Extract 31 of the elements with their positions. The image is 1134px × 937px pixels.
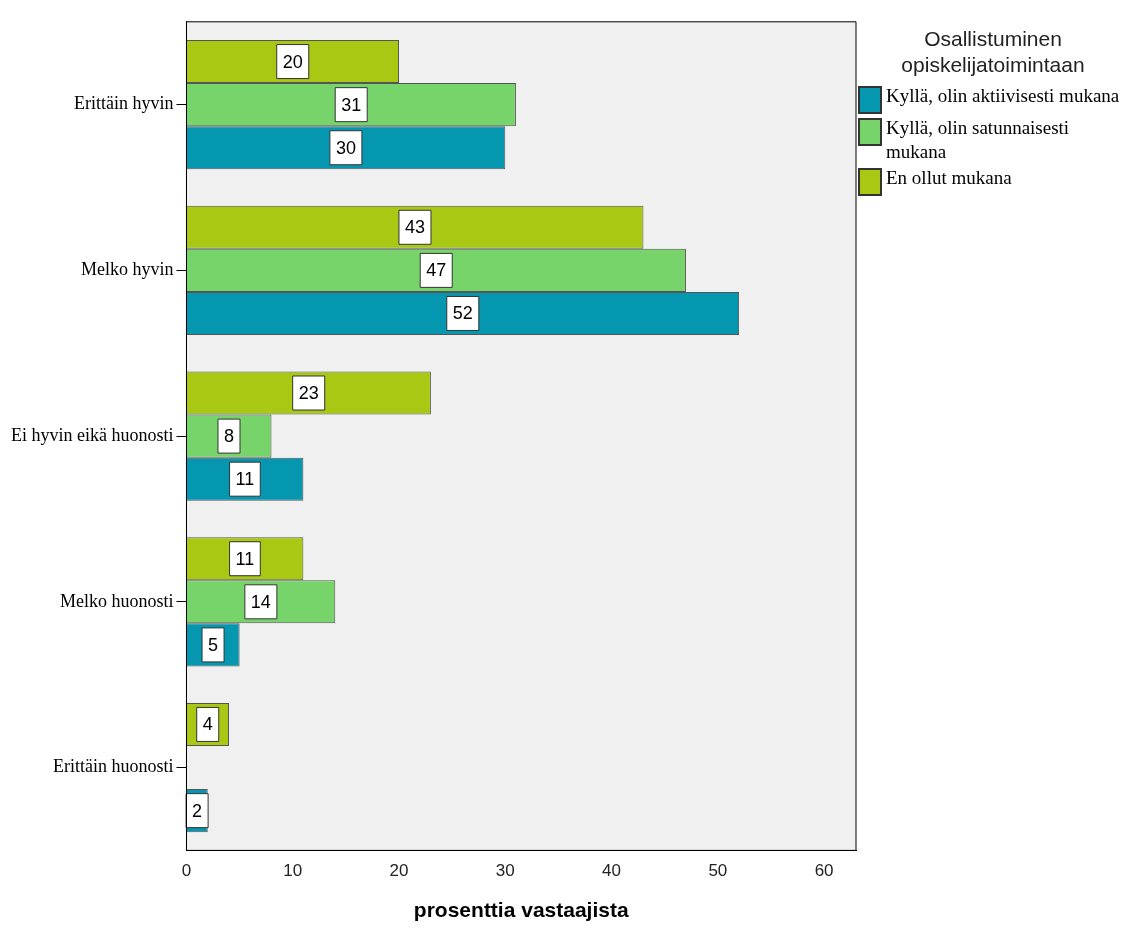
- data-label: 20: [282, 51, 303, 72]
- x-tick-label: 30: [495, 861, 515, 881]
- data-label: 5: [208, 634, 219, 655]
- data-label: 52: [452, 303, 473, 324]
- legend-label: Kyllä, olin satunnaisesti mukana: [886, 116, 1071, 164]
- x-axis-title: prosenttia vastaajista: [413, 898, 629, 922]
- data-label: 14: [250, 591, 271, 612]
- legend-title: Osallistuminen opiskelijatoimintaan: [900, 26, 1086, 78]
- y-tick-label: Melko huonosti: [59, 590, 174, 611]
- data-label: 8: [223, 426, 234, 447]
- data-label: 11: [235, 469, 255, 490]
- x-tick-label: 60: [814, 861, 834, 881]
- y-tick-label: Erittäin hyvin: [74, 93, 174, 114]
- data-label: 43: [404, 217, 425, 238]
- data-label: 4: [202, 714, 213, 735]
- data-label: 2: [192, 800, 203, 821]
- y-tick-label: Erittäin huonosti: [52, 756, 174, 777]
- x-tick-label: 20: [389, 861, 409, 881]
- y-tick-label: Ei hyvin eikä huonosti: [11, 424, 174, 445]
- x-tick-label: 0: [181, 861, 192, 881]
- legend-label: Kyllä, olin aktiivisesti mukana: [886, 84, 1120, 108]
- data-label: 47: [426, 260, 447, 281]
- y-tick-label: Melko hyvin: [80, 259, 174, 280]
- data-label: 30: [335, 137, 356, 158]
- legend-label: En ollut mukana: [886, 166, 1012, 190]
- data-label: 11: [235, 548, 255, 569]
- data-label: 31: [341, 94, 362, 115]
- x-tick-label: 50: [708, 861, 728, 881]
- x-tick-label: 40: [602, 861, 622, 881]
- x-tick-label: 10: [283, 861, 303, 881]
- data-label: 23: [298, 382, 319, 403]
